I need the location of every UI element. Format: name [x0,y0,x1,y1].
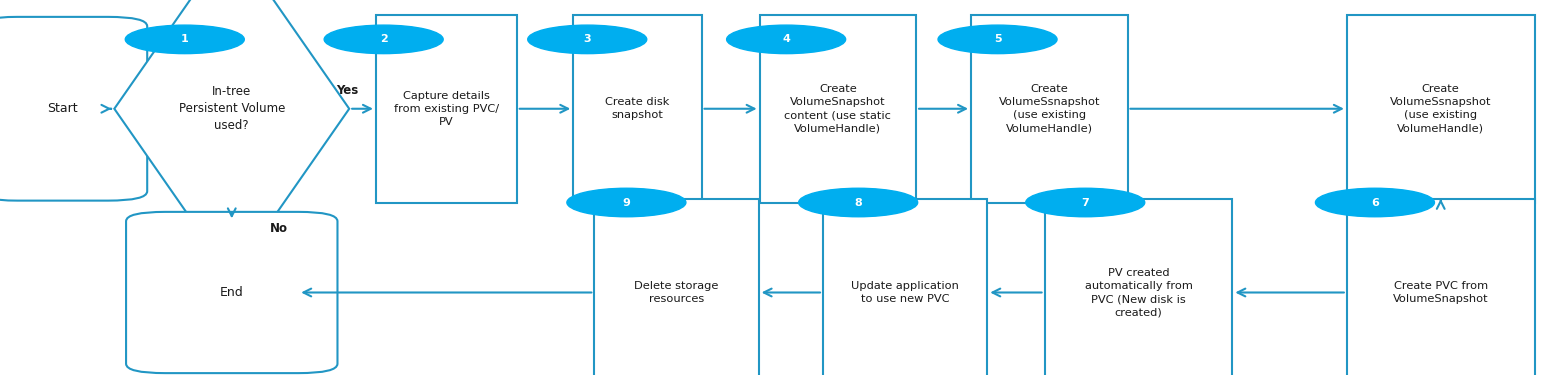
Text: 7: 7 [1082,198,1088,207]
Text: Delete storage
resources: Delete storage resources [634,281,719,304]
Text: 6: 6 [1370,198,1380,207]
Text: Create PVC from
VolumeSnapshot: Create PVC from VolumeSnapshot [1392,281,1489,304]
FancyBboxPatch shape [1347,15,1535,202]
Text: 4: 4 [781,34,791,44]
FancyBboxPatch shape [824,199,987,375]
Circle shape [1026,188,1145,217]
Text: Create disk
snapshot: Create disk snapshot [604,97,670,120]
FancyBboxPatch shape [125,212,338,373]
FancyBboxPatch shape [376,15,517,202]
Circle shape [727,25,846,54]
Text: Create
VolumeSnapshot
content (use static
VolumeHandle): Create VolumeSnapshot content (use stati… [785,84,891,134]
Text: Yes: Yes [337,84,359,96]
Circle shape [1315,188,1434,217]
Text: 5: 5 [994,34,1001,44]
Text: PV created
automatically from
PVC (New disk is
created): PV created automatically from PVC (New d… [1085,268,1192,317]
Circle shape [125,25,244,54]
Text: End: End [219,286,244,299]
Text: 3: 3 [584,34,590,44]
FancyBboxPatch shape [0,17,147,201]
FancyBboxPatch shape [760,15,916,202]
Text: In-tree
Persistent Volume
used?: In-tree Persistent Volume used? [179,85,285,132]
Text: 1: 1 [182,34,188,44]
FancyBboxPatch shape [1347,199,1535,375]
FancyBboxPatch shape [595,199,760,375]
Text: Capture details
from existing PVC/
PV: Capture details from existing PVC/ PV [393,90,500,127]
Text: Update application
to use new PVC: Update application to use new PVC [852,281,958,304]
Circle shape [938,25,1057,54]
Circle shape [528,25,647,54]
Text: Create
VolumeSsnapshot
(use existing
VolumeHandle): Create VolumeSsnapshot (use existing Vol… [1391,84,1491,134]
Circle shape [324,25,443,54]
Text: 2: 2 [381,34,387,44]
Circle shape [799,188,918,217]
FancyBboxPatch shape [971,15,1128,202]
FancyBboxPatch shape [573,15,702,202]
Text: Start: Start [47,102,78,115]
Text: No: No [269,222,288,235]
FancyBboxPatch shape [1045,199,1232,375]
Circle shape [567,188,686,217]
Text: Create
VolumeSsnapshot
(use existing
VolumeHandle): Create VolumeSsnapshot (use existing Vol… [999,84,1099,134]
Text: 9: 9 [622,198,631,207]
Text: 8: 8 [855,198,861,207]
Polygon shape [114,0,349,278]
